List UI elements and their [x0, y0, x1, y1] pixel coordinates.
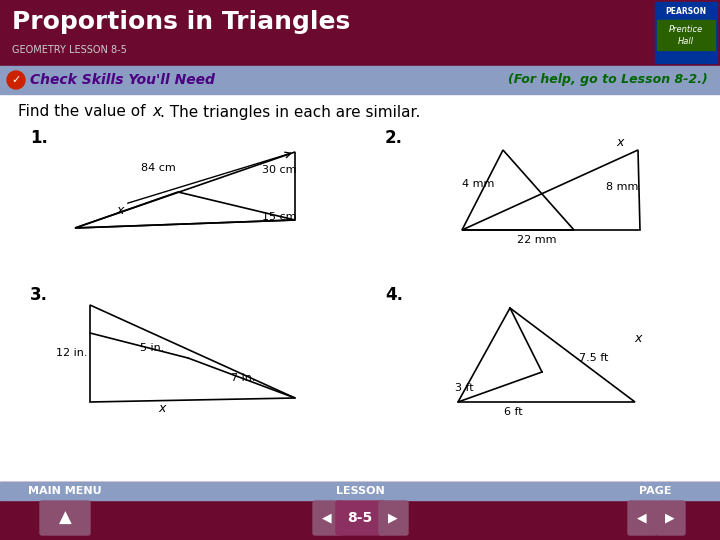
Text: GEOMETRY LESSON 8-5: GEOMETRY LESSON 8-5	[12, 45, 127, 55]
Text: 7.5 ft: 7.5 ft	[580, 353, 608, 363]
FancyBboxPatch shape	[40, 501, 90, 535]
Text: . The triangles in each are similar.: . The triangles in each are similar.	[160, 105, 420, 119]
Text: 7 in.: 7 in.	[230, 373, 256, 383]
Text: 8-5: 8-5	[347, 511, 373, 525]
Text: 4 mm: 4 mm	[462, 179, 494, 189]
Bar	[0, 482, 720, 540]
Text: 4.: 4.	[385, 286, 403, 304]
Text: MAIN MENU: MAIN MENU	[28, 486, 102, 496]
FancyBboxPatch shape	[313, 501, 342, 535]
Text: x: x	[152, 105, 161, 119]
FancyBboxPatch shape	[628, 501, 657, 535]
Text: 2.: 2.	[385, 129, 403, 147]
Text: 30 cm: 30 cm	[262, 165, 297, 175]
Text: ▲: ▲	[58, 509, 71, 527]
Text: x: x	[616, 136, 624, 148]
Text: Prentice: Prentice	[669, 25, 703, 35]
Text: 6 ft: 6 ft	[504, 407, 522, 417]
Text: 3 ft: 3 ft	[455, 383, 473, 393]
Text: 5 in.: 5 in.	[140, 343, 164, 353]
Text: x: x	[117, 204, 124, 217]
Text: x: x	[158, 402, 166, 415]
Circle shape	[7, 71, 25, 89]
Text: 3.: 3.	[30, 286, 48, 304]
Text: Hall: Hall	[678, 37, 694, 46]
Bar	[655, 2, 717, 63]
Text: ◀: ◀	[637, 511, 647, 524]
Text: 84 cm: 84 cm	[140, 163, 176, 173]
Text: LESSON: LESSON	[336, 486, 384, 496]
FancyBboxPatch shape	[656, 501, 685, 535]
Text: 12 in.: 12 in.	[56, 348, 88, 358]
Text: Check Skills You'll Need: Check Skills You'll Need	[30, 73, 215, 87]
Bar	[0, 66, 720, 94]
Text: ▶: ▶	[665, 511, 675, 524]
Bar	[0, 482, 720, 500]
Text: (For help, go to Lesson 8-2.): (For help, go to Lesson 8-2.)	[508, 73, 708, 86]
Text: 22 mm: 22 mm	[517, 235, 557, 245]
Text: PAGE: PAGE	[639, 486, 671, 496]
Text: 1.: 1.	[30, 129, 48, 147]
Text: Find the value of: Find the value of	[18, 105, 150, 119]
Text: ✓: ✓	[12, 75, 21, 85]
Bar	[0, 0, 720, 65]
Bar	[657, 20, 715, 50]
Text: 8 mm: 8 mm	[606, 182, 638, 192]
Text: Proportions in Triangles: Proportions in Triangles	[12, 10, 350, 34]
FancyBboxPatch shape	[379, 501, 408, 535]
Text: 15 cm: 15 cm	[262, 212, 297, 222]
Text: ▶: ▶	[388, 511, 398, 524]
FancyBboxPatch shape	[336, 501, 385, 535]
Text: PEARSON: PEARSON	[665, 8, 706, 17]
Text: x: x	[634, 332, 642, 345]
Text: ◀: ◀	[322, 511, 332, 524]
